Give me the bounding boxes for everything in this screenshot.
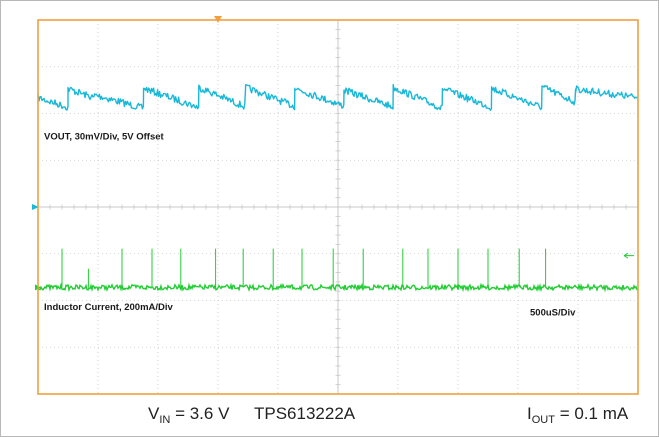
iout-caption: IOUT = 0.1 mA <box>527 404 628 426</box>
vin-caption: VIN = 3.6 V <box>148 404 229 426</box>
traces <box>37 83 639 293</box>
iout-value: = 0.1 mA <box>554 404 629 423</box>
part-number-text: TPS613222A <box>254 404 356 423</box>
part-number: TPS613222A <box>254 404 355 424</box>
timebase-label: 500uS/Div <box>530 307 576 318</box>
vin-value: = 3.6 V <box>170 404 230 423</box>
screen-border <box>37 19 639 395</box>
grid <box>37 19 639 395</box>
vin-subscript: IN <box>159 414 171 426</box>
ch1-ground-marker <box>32 204 39 210</box>
ch2-label: Inductor Current, 200mA/Div <box>44 302 174 313</box>
vout-trace <box>37 83 638 111</box>
vin-symbol: V <box>148 404 160 423</box>
iout-symbol: I <box>527 404 532 423</box>
ch1-label: VOUT, 30mV/Div, 5V Offset <box>44 132 165 143</box>
trigger-level-arrow <box>623 252 634 259</box>
oscilloscope-screen: VOUT, 30mV/Div, 5V Offset Inductor Curre… <box>32 16 639 395</box>
iout-subscript: OUT <box>531 414 555 426</box>
inductor-current-trace <box>37 282 639 293</box>
